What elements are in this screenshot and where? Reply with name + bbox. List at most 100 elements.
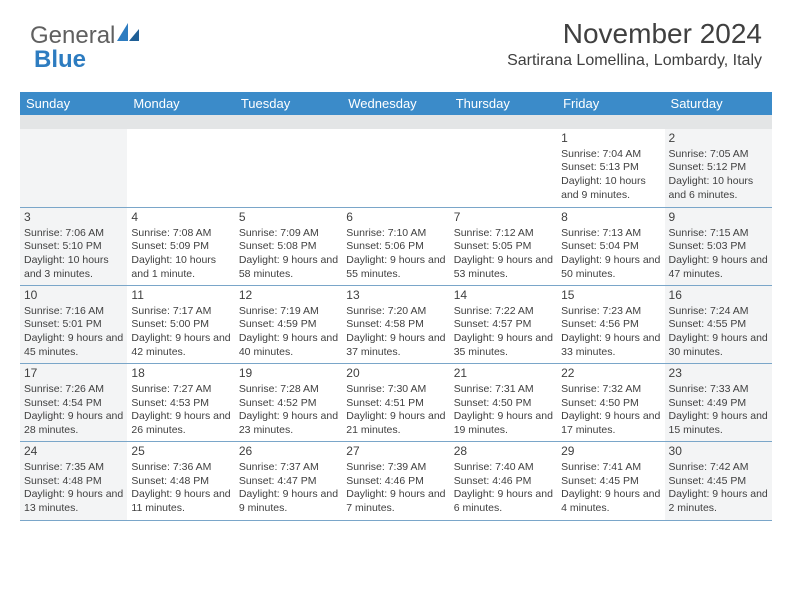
day-number: 19 [239, 366, 338, 382]
day-number: 1 [561, 131, 660, 147]
sunrise-text: Sunrise: 7:39 AM [346, 461, 445, 475]
daylight-text: Daylight: 9 hours and 47 minutes. [669, 254, 768, 281]
day-cell: 22Sunrise: 7:32 AMSunset: 4:50 PMDayligh… [557, 364, 664, 441]
day-header-row: Sunday Monday Tuesday Wednesday Thursday… [20, 92, 772, 115]
day-header-tue: Tuesday [235, 92, 342, 115]
sunset-text: Sunset: 5:09 PM [131, 240, 230, 254]
sunrise-text: Sunrise: 7:04 AM [561, 148, 660, 162]
sunrise-text: Sunrise: 7:22 AM [454, 305, 553, 319]
day-cell: 11Sunrise: 7:17 AMSunset: 5:00 PMDayligh… [127, 286, 234, 363]
day-number: 26 [239, 444, 338, 460]
sunset-text: Sunset: 4:51 PM [346, 397, 445, 411]
week-row: 1Sunrise: 7:04 AMSunset: 5:13 PMDaylight… [20, 129, 772, 207]
weeks-container: 1Sunrise: 7:04 AMSunset: 5:13 PMDaylight… [20, 129, 772, 520]
day-cell [342, 129, 449, 207]
day-cell [127, 129, 234, 207]
day-number: 6 [346, 210, 445, 226]
daylight-text: Daylight: 9 hours and 17 minutes. [561, 410, 660, 437]
sunset-text: Sunset: 4:48 PM [131, 475, 230, 489]
day-cell [450, 129, 557, 207]
daylight-text: Daylight: 9 hours and 15 minutes. [669, 410, 768, 437]
day-cell: 20Sunrise: 7:30 AMSunset: 4:51 PMDayligh… [342, 364, 449, 441]
sunrise-text: Sunrise: 7:10 AM [346, 227, 445, 241]
week-row: 24Sunrise: 7:35 AMSunset: 4:48 PMDayligh… [20, 441, 772, 519]
day-number: 11 [131, 288, 230, 304]
sunset-text: Sunset: 4:45 PM [669, 475, 768, 489]
sunrise-text: Sunrise: 7:17 AM [131, 305, 230, 319]
sunrise-text: Sunrise: 7:27 AM [131, 383, 230, 397]
day-cell: 10Sunrise: 7:16 AMSunset: 5:01 PMDayligh… [20, 286, 127, 363]
day-cell: 17Sunrise: 7:26 AMSunset: 4:54 PMDayligh… [20, 364, 127, 441]
day-cell: 5Sunrise: 7:09 AMSunset: 5:08 PMDaylight… [235, 208, 342, 285]
day-cell: 15Sunrise: 7:23 AMSunset: 4:56 PMDayligh… [557, 286, 664, 363]
day-number: 13 [346, 288, 445, 304]
day-cell: 21Sunrise: 7:31 AMSunset: 4:50 PMDayligh… [450, 364, 557, 441]
sunrise-text: Sunrise: 7:37 AM [239, 461, 338, 475]
day-cell: 13Sunrise: 7:20 AMSunset: 4:58 PMDayligh… [342, 286, 449, 363]
day-number: 8 [561, 210, 660, 226]
day-number: 20 [346, 366, 445, 382]
week-row: 3Sunrise: 7:06 AMSunset: 5:10 PMDaylight… [20, 207, 772, 285]
location-subtitle: Sartirana Lomellina, Lombardy, Italy [507, 52, 762, 70]
daylight-text: Daylight: 9 hours and 55 minutes. [346, 254, 445, 281]
sunset-text: Sunset: 5:13 PM [561, 161, 660, 175]
title-block: November 2024 Sartirana Lomellina, Lomba… [507, 18, 762, 70]
day-number: 24 [24, 444, 123, 460]
day-cell: 16Sunrise: 7:24 AMSunset: 4:55 PMDayligh… [665, 286, 772, 363]
day-number: 4 [131, 210, 230, 226]
daylight-text: Daylight: 10 hours and 9 minutes. [561, 175, 660, 202]
day-number: 5 [239, 210, 338, 226]
sunrise-text: Sunrise: 7:20 AM [346, 305, 445, 319]
day-cell: 28Sunrise: 7:40 AMSunset: 4:46 PMDayligh… [450, 442, 557, 519]
day-number: 15 [561, 288, 660, 304]
day-cell: 18Sunrise: 7:27 AMSunset: 4:53 PMDayligh… [127, 364, 234, 441]
daylight-text: Daylight: 9 hours and 33 minutes. [561, 332, 660, 359]
day-cell: 7Sunrise: 7:12 AMSunset: 5:05 PMDaylight… [450, 208, 557, 285]
day-number: 17 [24, 366, 123, 382]
day-number: 23 [669, 366, 768, 382]
daylight-text: Daylight: 9 hours and 40 minutes. [239, 332, 338, 359]
daylight-text: Daylight: 9 hours and 9 minutes. [239, 488, 338, 515]
daylight-text: Daylight: 9 hours and 28 minutes. [24, 410, 123, 437]
sunset-text: Sunset: 5:10 PM [24, 240, 123, 254]
day-cell: 27Sunrise: 7:39 AMSunset: 4:46 PMDayligh… [342, 442, 449, 519]
day-header-fri: Friday [557, 92, 664, 115]
day-header-mon: Monday [127, 92, 234, 115]
sunrise-text: Sunrise: 7:05 AM [669, 148, 768, 162]
bottom-rule [20, 520, 772, 521]
sunset-text: Sunset: 4:48 PM [24, 475, 123, 489]
day-cell: 26Sunrise: 7:37 AMSunset: 4:47 PMDayligh… [235, 442, 342, 519]
day-cell: 23Sunrise: 7:33 AMSunset: 4:49 PMDayligh… [665, 364, 772, 441]
day-cell: 4Sunrise: 7:08 AMSunset: 5:09 PMDaylight… [127, 208, 234, 285]
day-number: 12 [239, 288, 338, 304]
day-cell: 9Sunrise: 7:15 AMSunset: 5:03 PMDaylight… [665, 208, 772, 285]
daylight-text: Daylight: 9 hours and 21 minutes. [346, 410, 445, 437]
sunset-text: Sunset: 4:49 PM [669, 397, 768, 411]
sunrise-text: Sunrise: 7:19 AM [239, 305, 338, 319]
day-number: 30 [669, 444, 768, 460]
day-cell: 2Sunrise: 7:05 AMSunset: 5:12 PMDaylight… [665, 129, 772, 207]
day-cell: 19Sunrise: 7:28 AMSunset: 4:52 PMDayligh… [235, 364, 342, 441]
sunset-text: Sunset: 4:55 PM [669, 318, 768, 332]
daylight-text: Daylight: 9 hours and 50 minutes. [561, 254, 660, 281]
sunset-text: Sunset: 4:58 PM [346, 318, 445, 332]
day-number: 25 [131, 444, 230, 460]
sunset-text: Sunset: 4:56 PM [561, 318, 660, 332]
day-header-wed: Wednesday [342, 92, 449, 115]
sunset-text: Sunset: 4:50 PM [561, 397, 660, 411]
day-number: 10 [24, 288, 123, 304]
sunrise-text: Sunrise: 7:08 AM [131, 227, 230, 241]
sunrise-text: Sunrise: 7:30 AM [346, 383, 445, 397]
daylight-text: Daylight: 9 hours and 45 minutes. [24, 332, 123, 359]
daylight-text: Daylight: 9 hours and 23 minutes. [239, 410, 338, 437]
day-cell: 29Sunrise: 7:41 AMSunset: 4:45 PMDayligh… [557, 442, 664, 519]
month-title: November 2024 [507, 18, 762, 50]
daylight-text: Daylight: 9 hours and 30 minutes. [669, 332, 768, 359]
sunset-text: Sunset: 5:06 PM [346, 240, 445, 254]
sunrise-text: Sunrise: 7:41 AM [561, 461, 660, 475]
day-number: 27 [346, 444, 445, 460]
daylight-text: Daylight: 9 hours and 2 minutes. [669, 488, 768, 515]
day-number: 18 [131, 366, 230, 382]
sunset-text: Sunset: 4:50 PM [454, 397, 553, 411]
sunset-text: Sunset: 5:08 PM [239, 240, 338, 254]
